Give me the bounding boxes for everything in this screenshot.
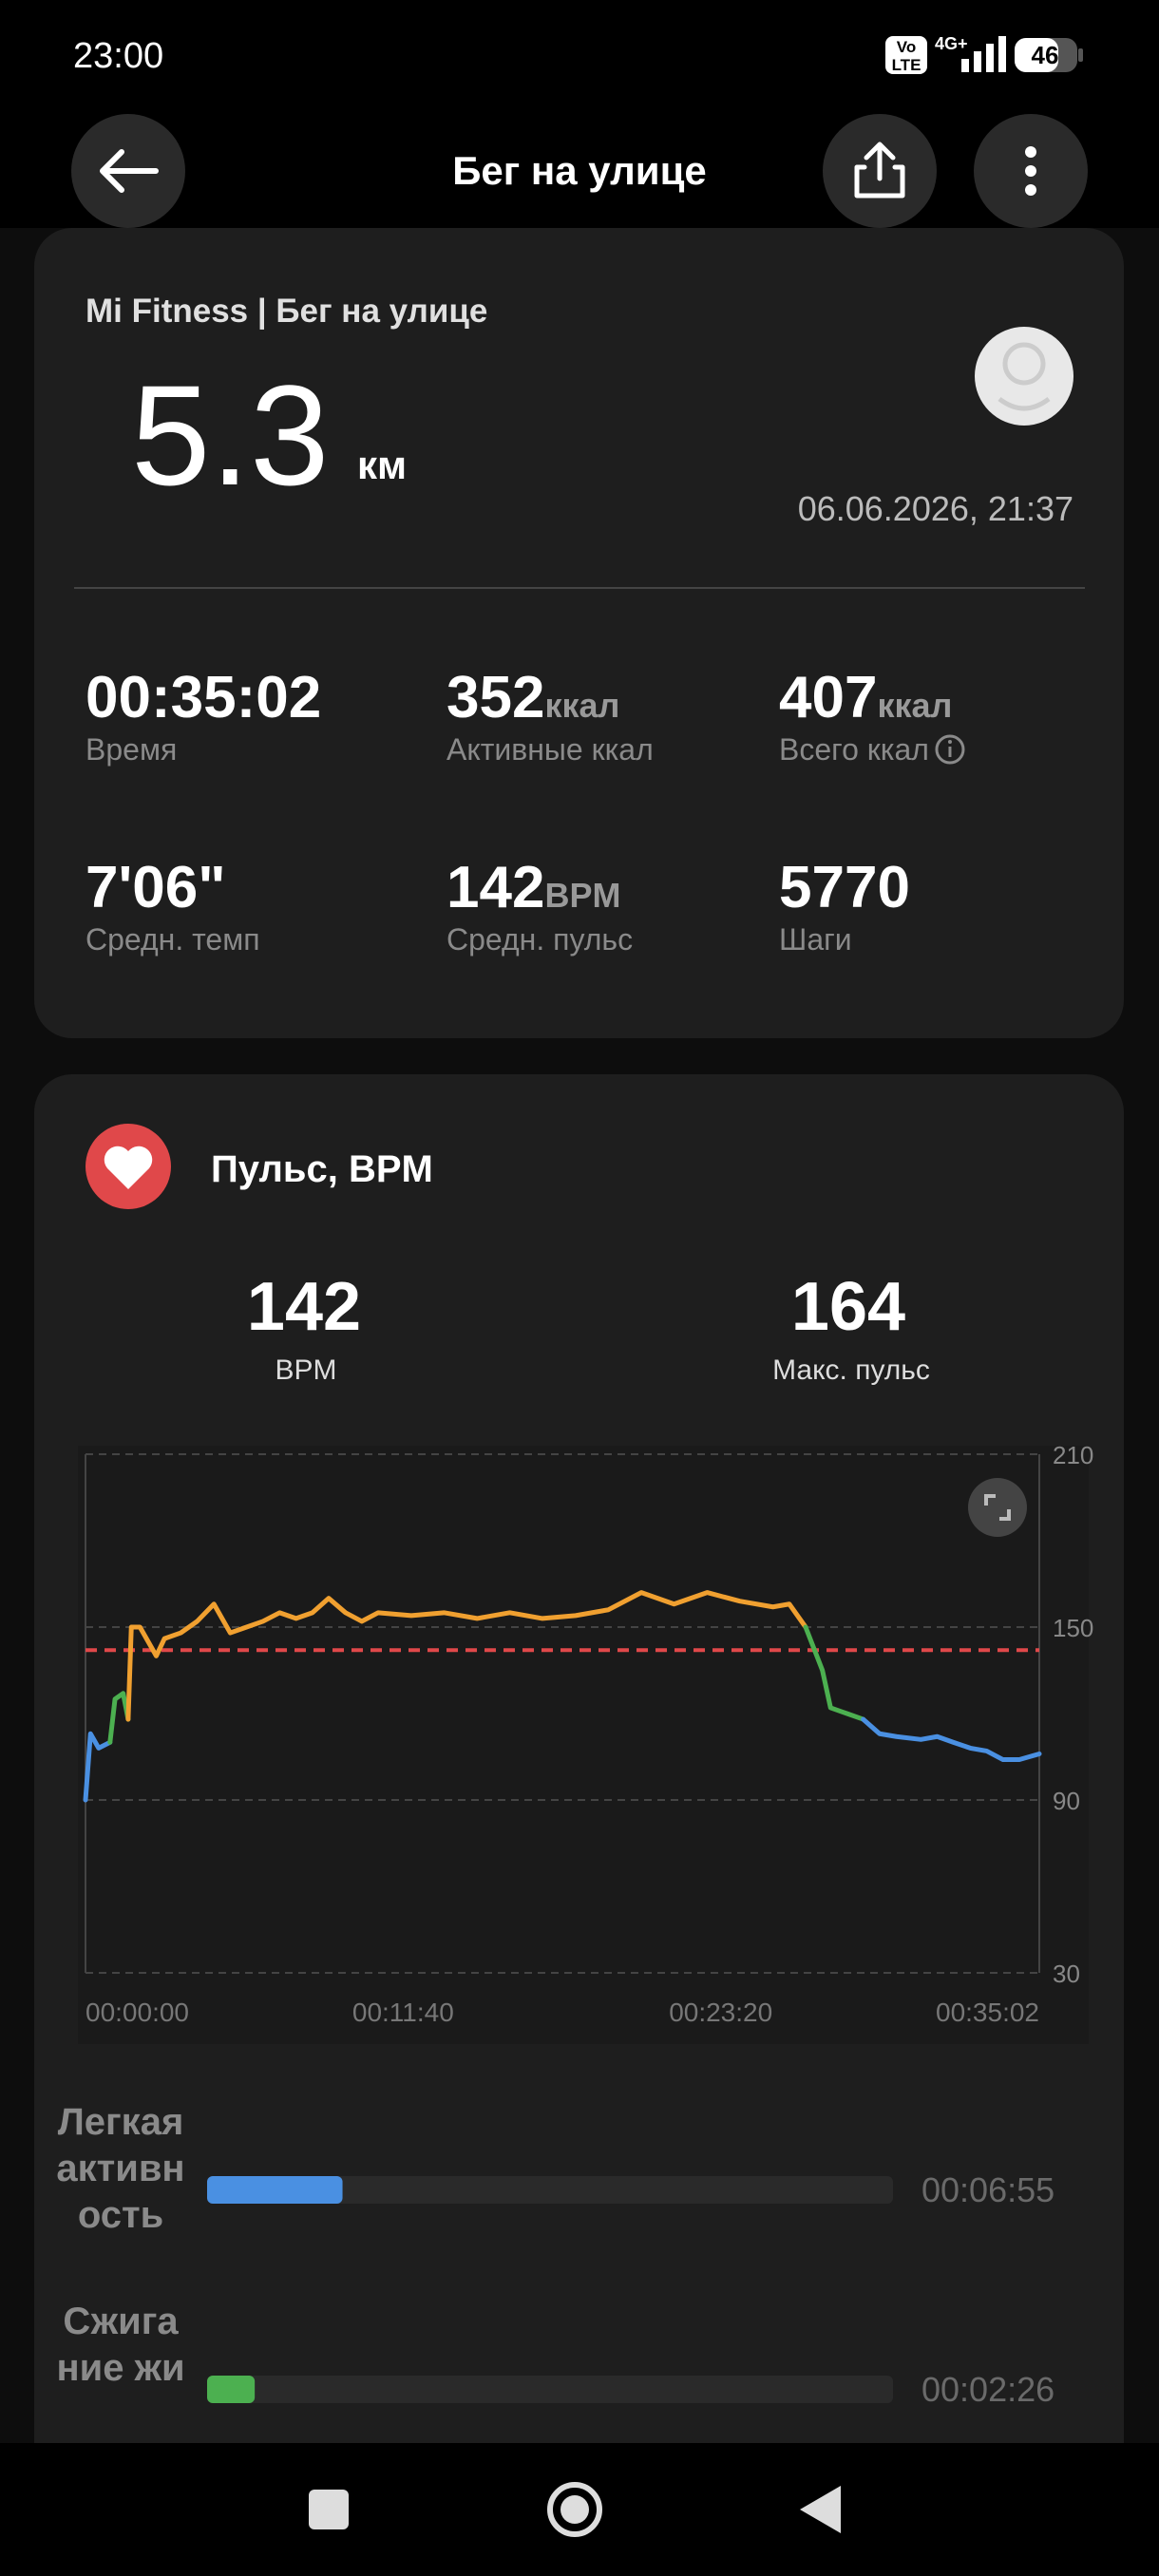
- expand-button[interactable]: [968, 1478, 1027, 1537]
- stat-label: Шаги: [779, 922, 852, 957]
- y-tick-label: 90: [1053, 1787, 1080, 1815]
- nav-home-dot: [560, 2495, 589, 2524]
- expand-button-bg[interactable]: [968, 1478, 1027, 1537]
- workout-datetime: 06.06.2026, 21:37: [798, 489, 1074, 528]
- stat-number: 142: [446, 855, 544, 920]
- signal-bar: [998, 36, 1006, 72]
- stat-value: 352ккал: [446, 665, 619, 730]
- stat-value: 407ккал: [779, 665, 952, 730]
- volte-box: [885, 36, 927, 74]
- more-button[interactable]: [974, 114, 1088, 228]
- distance-value: 5.3: [131, 355, 330, 515]
- stat-value: 00:35:02: [86, 665, 321, 730]
- avatar[interactable]: [975, 327, 1074, 426]
- heart-rate-line: [861, 1716, 1042, 1763]
- zone-duration: 00:06:55: [922, 2170, 1054, 2209]
- stat-label: Средн. пульс: [446, 922, 633, 957]
- heart-icon: [104, 1146, 153, 1189]
- stat-unit: ккал: [544, 686, 619, 725]
- heart-rate-line: [83, 1731, 113, 1803]
- avatar-head: [1002, 342, 1046, 386]
- share-icon: [854, 142, 905, 199]
- zone-duration: 00:02:26: [922, 2370, 1054, 2409]
- max-hr-value: 164: [791, 1269, 905, 1345]
- heart-rate-line: [125, 1590, 808, 1722]
- stat-label: Всего ккал: [779, 732, 929, 767]
- back-button[interactable]: [71, 114, 185, 228]
- info-icon: [935, 734, 965, 765]
- stat-number: 407: [779, 665, 877, 730]
- chart-bg: [78, 1446, 1089, 2044]
- header-title: Бег на улице: [452, 148, 707, 193]
- network-type: 4G+: [935, 34, 968, 53]
- stat-value: 7'06": [86, 855, 226, 920]
- nav-home[interactable]: [547, 2482, 602, 2537]
- stat-unit: ккал: [877, 686, 952, 725]
- stat-label: Время: [86, 732, 177, 767]
- expand-icon: [984, 1494, 1011, 1521]
- signal-bar: [986, 44, 994, 72]
- stat-label: Активные ккал: [446, 732, 654, 767]
- signal-bar: [974, 51, 981, 72]
- volte-bottom: LTE: [892, 56, 922, 74]
- info-icon-dot: [947, 740, 952, 744]
- share-button[interactable]: [823, 114, 937, 228]
- battery-text: 46: [1032, 41, 1059, 69]
- dot: [1025, 165, 1036, 177]
- distance-unit: км: [357, 443, 407, 487]
- top-bar-bg: [0, 0, 1159, 228]
- battery-level: [1015, 38, 1058, 72]
- zone-track: [207, 2176, 893, 2204]
- x-tick-label: 00:35:02: [936, 1998, 1039, 2027]
- y-tick-label: 210: [1053, 1441, 1093, 1469]
- zone-track: [207, 2376, 893, 2403]
- heart-rate-title: Пульс, BPM: [211, 1148, 433, 1190]
- stat-number: 5770: [779, 855, 910, 920]
- x-tick-label: 00:23:20: [669, 1998, 772, 2027]
- status-icons: Vo LTE 4G+ 46: [885, 34, 1083, 74]
- nav-recents[interactable]: [309, 2490, 349, 2529]
- heart-rate-line: [107, 1691, 131, 1745]
- y-tick-label: 30: [1053, 1960, 1080, 1988]
- heart-rate-chart: 30 90 150 210 00:00:00 00:11:40 00:23:20 00:35:…: [83, 1441, 1093, 2027]
- back-icon: [100, 149, 159, 193]
- zone-name: Легкая активность: [56, 2101, 185, 2236]
- heart-rate-line: [803, 1624, 866, 1722]
- source-title: Mi Fitness | Бег на улице: [86, 293, 487, 330]
- x-tick-label: 00:00:00: [86, 1998, 189, 2027]
- dot: [1025, 146, 1036, 158]
- signal-bar: [961, 59, 969, 72]
- avatar-body: [998, 396, 1051, 411]
- stat-number: 352: [446, 665, 544, 730]
- stat-label: Средн. темп: [86, 922, 260, 957]
- volte-top: Vo: [897, 38, 916, 56]
- avg-hr-value: 142: [247, 1269, 361, 1345]
- x-tick-label: 00:11:40: [352, 1998, 454, 2027]
- zones: 00:06:55 00:02:26: [207, 2170, 1054, 2409]
- y-tick-label: 150: [1053, 1614, 1093, 1642]
- stat-number: 7'06": [86, 855, 226, 920]
- max-hr-label: Макс. пульс: [772, 1354, 930, 1386]
- zone-bar: [207, 2376, 256, 2403]
- summary-card: [34, 228, 1124, 1038]
- zone-bar: [207, 2176, 343, 2204]
- battery-tip: [1078, 48, 1083, 62]
- dot: [1025, 184, 1036, 196]
- zone-name: Сжигание жира: [56, 2301, 185, 2389]
- nav-back[interactable]: [800, 2486, 841, 2533]
- status-time: 23:00: [73, 36, 163, 76]
- stat-number: 00:35:02: [86, 665, 321, 730]
- avg-hr-label: BPM: [275, 1354, 336, 1386]
- stat-value: 142BPM: [446, 855, 620, 920]
- stat-unit: BPM: [544, 876, 620, 915]
- stat-value: 5770: [779, 855, 910, 920]
